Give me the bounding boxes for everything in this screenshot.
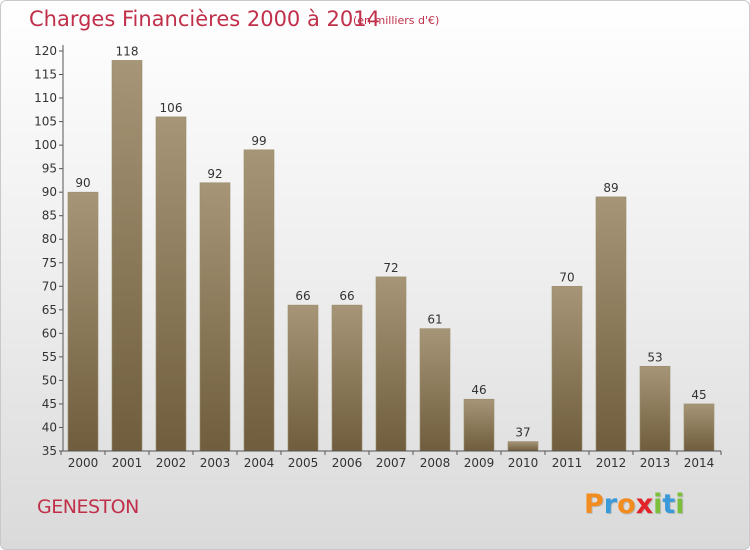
x-tick-label: 2005 [288, 456, 319, 470]
y-tick-label: 60 [42, 326, 57, 340]
bar-value-label: 45 [691, 388, 706, 402]
bar-value-label: 118 [116, 44, 139, 58]
chart-title: Charges Financières 2000 à 2014 [29, 7, 380, 31]
bar-value-label: 106 [160, 101, 183, 115]
bar [463, 398, 495, 452]
y-tick-label: 35 [42, 444, 57, 458]
bar [683, 403, 715, 452]
chart-subtitle: (en milliers d'€) [353, 14, 440, 27]
x-tick-label: 2003 [200, 456, 231, 470]
y-tick-label: 80 [42, 232, 57, 246]
y-tick-label: 40 [42, 420, 57, 434]
x-tick-label: 2013 [640, 456, 671, 470]
y-tick-label: 110 [34, 91, 57, 105]
y-tick-label: 75 [42, 256, 57, 270]
x-tick-label: 2008 [420, 456, 451, 470]
x-tick-label: 2000 [68, 456, 99, 470]
bar-value-label: 61 [427, 313, 442, 327]
bar [419, 328, 451, 452]
bar [639, 365, 671, 452]
x-tick-label: 2014 [684, 456, 715, 470]
x-tick-label: 2011 [552, 456, 583, 470]
bar [67, 191, 99, 452]
x-tick-label: 2001 [112, 456, 143, 470]
brand-letter: i [675, 489, 685, 520]
brand-letter: t [662, 489, 676, 520]
y-tick-label: 115 [34, 68, 57, 82]
bar [507, 441, 539, 452]
bar-value-label: 92 [207, 167, 222, 181]
bar-value-label: 90 [75, 176, 90, 190]
bar [595, 196, 627, 452]
bar [287, 304, 319, 452]
brand-letter: r [603, 489, 618, 520]
x-tick-label: 2006 [332, 456, 363, 470]
bar-value-label: 89 [603, 181, 618, 195]
x-tick-label: 2010 [508, 456, 539, 470]
bar-value-label: 66 [295, 289, 310, 303]
bar-value-label: 66 [339, 289, 354, 303]
y-tick-label: 95 [42, 162, 57, 176]
y-tick-label: 45 [42, 397, 57, 411]
y-tick-label: 85 [42, 209, 57, 223]
bar-value-label: 46 [471, 383, 486, 397]
brand-logo: Proxiti [584, 489, 685, 520]
y-tick-label: 50 [42, 373, 57, 387]
brand-letter: i [653, 489, 663, 520]
x-tick-label: 2009 [464, 456, 495, 470]
brand-letter: o [617, 489, 636, 520]
brand-letter: x [635, 489, 654, 520]
bar [243, 149, 275, 452]
commune-name: GENESTON [37, 496, 139, 518]
y-tick-label: 105 [34, 115, 57, 129]
y-tick-label: 100 [34, 138, 57, 152]
x-tick-label: 2007 [376, 456, 407, 470]
x-tick-label: 2002 [156, 456, 187, 470]
bar-value-label: 99 [251, 134, 266, 148]
axes-group: 35 40 45 50 55 60 65 70 75 80 85 90 95 100 105 110 115 12… [34, 44, 722, 470]
y-tick-label: 120 [34, 44, 57, 58]
y-tick-label: 65 [42, 303, 57, 317]
bar-value-label: 72 [383, 261, 398, 275]
brand-letter: P [584, 489, 604, 520]
bar-value-label: 37 [515, 426, 530, 440]
y-tick-label: 90 [42, 185, 57, 199]
bars-group: 90 118 106 92 99 66 66 72 61 46 37 70 89 53 45 [67, 44, 715, 452]
bar [111, 60, 143, 452]
bar [551, 285, 583, 452]
bar [375, 276, 407, 452]
y-tick-label: 70 [42, 279, 57, 293]
bar [199, 182, 231, 452]
bar [331, 304, 363, 452]
bar-value-label: 53 [647, 350, 662, 364]
x-tick-label: 2012 [596, 456, 627, 470]
bar-value-label: 70 [559, 270, 574, 284]
y-tick-label: 55 [42, 350, 57, 364]
bar [155, 116, 187, 452]
x-tick-label: 2004 [244, 456, 275, 470]
